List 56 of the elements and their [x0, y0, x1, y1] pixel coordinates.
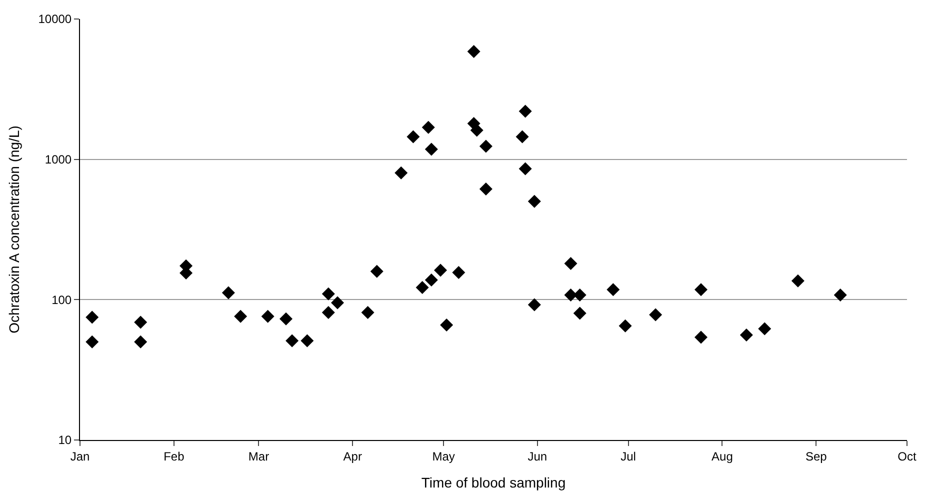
point — [300, 334, 314, 348]
x-tick-label: Oct — [898, 449, 917, 464]
point — [424, 274, 438, 287]
point — [564, 257, 578, 270]
point — [528, 298, 541, 312]
point — [618, 319, 632, 332]
x-tick-label: Aug — [712, 449, 733, 464]
point — [286, 334, 299, 348]
y-tick-label: 100 — [52, 292, 72, 307]
point — [518, 162, 532, 176]
x-tick-label: Mar — [248, 449, 270, 464]
point — [518, 104, 532, 118]
point — [649, 308, 662, 322]
point — [479, 140, 492, 153]
point — [322, 306, 335, 320]
point — [467, 44, 480, 58]
point — [606, 283, 620, 296]
point — [261, 310, 274, 323]
point — [370, 264, 384, 278]
point — [564, 288, 578, 302]
x-tick-label: Sep — [805, 449, 828, 464]
point — [422, 120, 435, 134]
point — [694, 283, 708, 296]
x-tick-label: Jun — [528, 449, 548, 464]
point — [330, 296, 344, 310]
point — [394, 166, 408, 180]
point — [406, 130, 420, 144]
x-tick-label: Jan — [70, 449, 90, 464]
x-tick-label: May — [432, 449, 455, 464]
point — [479, 182, 492, 196]
point — [516, 130, 529, 144]
point — [434, 264, 447, 277]
point — [573, 306, 586, 320]
x-tick-label: Feb — [164, 449, 185, 464]
point — [528, 194, 541, 208]
point — [758, 322, 772, 336]
point — [440, 318, 454, 332]
y-tick-label: 1000 — [44, 152, 72, 167]
point — [452, 266, 466, 280]
point — [791, 274, 804, 288]
y-tick-label: 10 — [58, 433, 72, 448]
point — [322, 287, 335, 300]
point — [573, 288, 586, 302]
y-tick-label: 10000 — [38, 12, 72, 26]
point — [834, 288, 847, 302]
y-axis-title: Ochratoxin A concentration (ng/L) — [6, 126, 22, 334]
x-tick-label: Apr — [343, 449, 362, 464]
point — [361, 306, 374, 320]
point — [470, 124, 484, 137]
point — [279, 312, 292, 326]
x-axis-title: Time of blood sampling — [421, 474, 566, 491]
point — [416, 281, 429, 294]
point — [694, 330, 708, 344]
point — [424, 142, 438, 156]
x-tick-label: Jul — [620, 449, 636, 464]
point — [740, 328, 753, 342]
